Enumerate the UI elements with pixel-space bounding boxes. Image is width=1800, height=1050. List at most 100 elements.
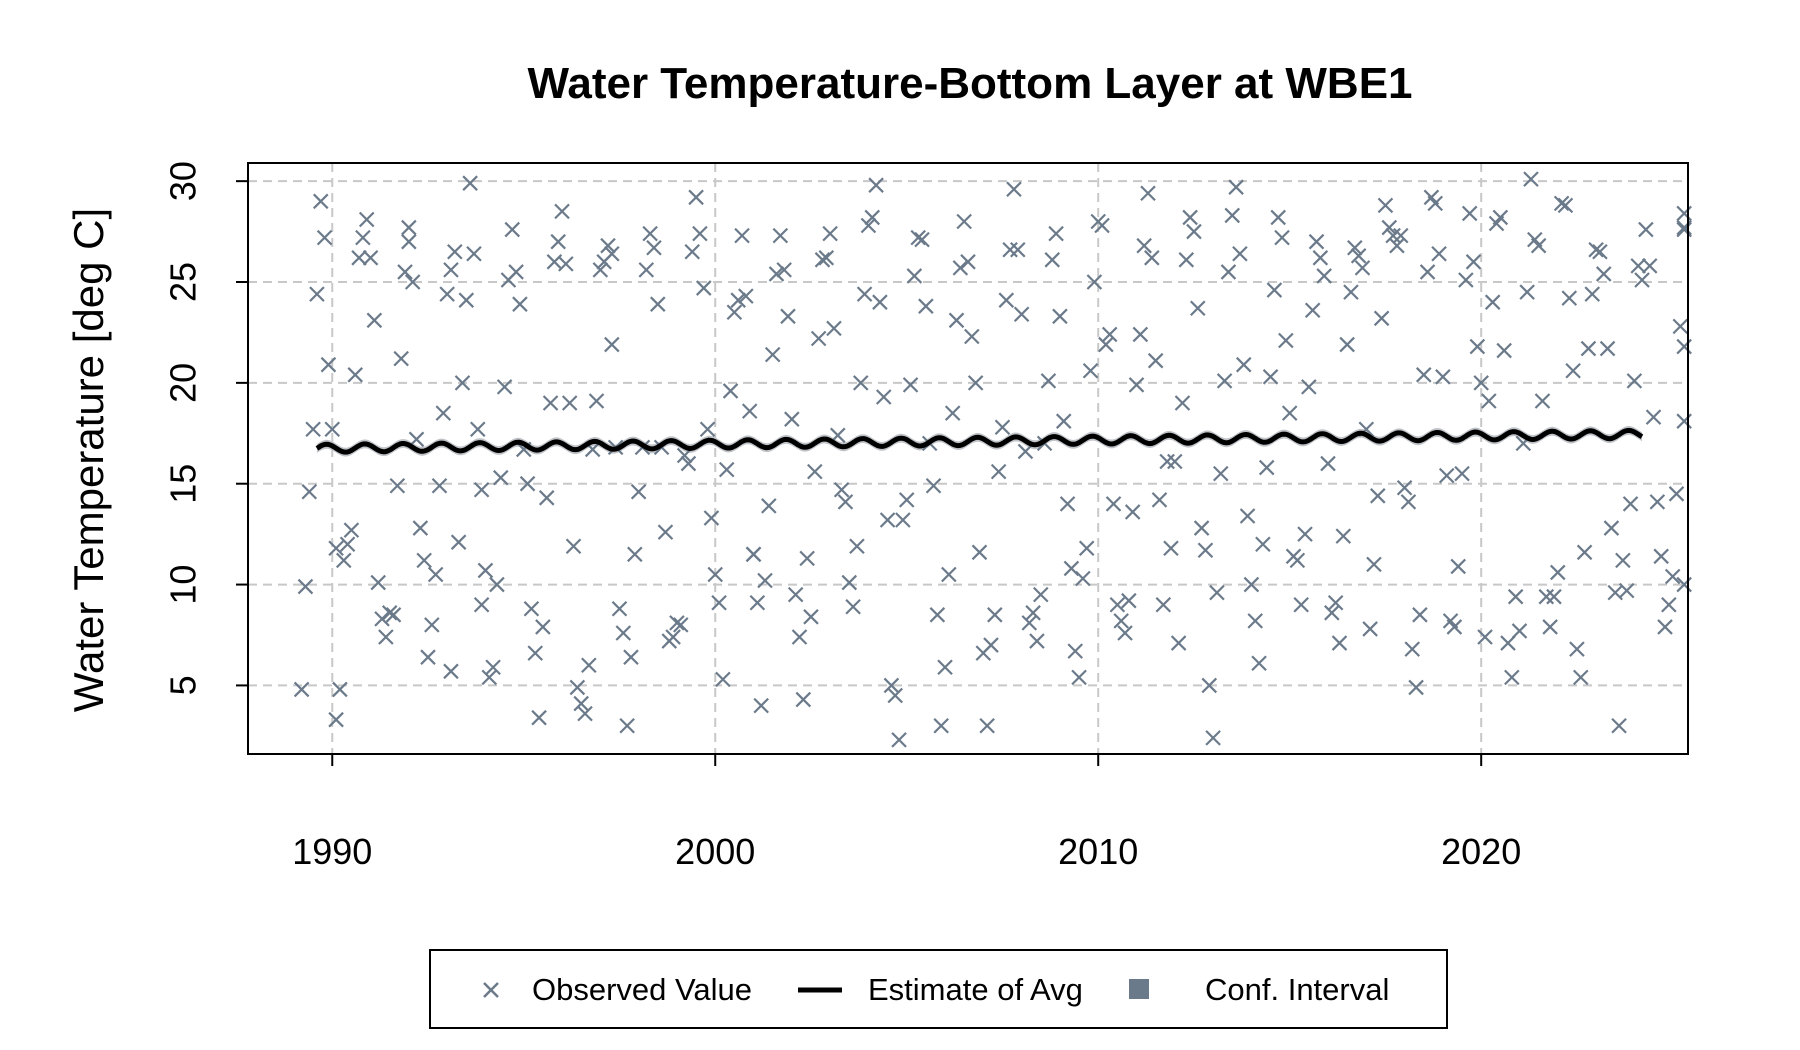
observed-point (523, 600, 540, 617)
observed-point-stroke (431, 477, 448, 494)
observed-point-stroke (328, 540, 344, 557)
observed-point-stroke (1427, 195, 1444, 212)
observed-point (297, 578, 314, 595)
observed-point-stroke (856, 286, 873, 302)
observed-point (1672, 318, 1689, 335)
observed-point-stroke (485, 659, 501, 676)
observed-point-stroke (1105, 496, 1122, 512)
observed-point-stroke (994, 419, 1011, 436)
observed-point (619, 717, 635, 734)
observed-point (1458, 272, 1474, 288)
observed-point (1561, 290, 1578, 306)
observed-point (604, 245, 620, 262)
observed-point (362, 250, 379, 266)
observed-point-stroke (1301, 379, 1317, 395)
observed-point (1094, 217, 1110, 234)
observed-point (335, 552, 352, 569)
observed-point-stroke (470, 421, 486, 438)
x-tick-label: 2020 (1441, 831, 1521, 872)
observed-point (1588, 241, 1604, 258)
observed-point (351, 250, 367, 266)
observed-point (929, 607, 946, 623)
observed-point-stroke (684, 243, 701, 260)
observed-point-stroke (1117, 625, 1133, 641)
observed-point-stroke (312, 193, 329, 210)
observed-point-stroke (1197, 542, 1214, 559)
observed-point (883, 677, 900, 694)
observed-point-stroke (1622, 496, 1639, 512)
observed-point (944, 405, 961, 421)
observed-point-stroke (1584, 286, 1601, 302)
observed-point (998, 292, 1015, 308)
observed-point-stroke (983, 637, 999, 653)
observed-point (849, 538, 865, 555)
observed-point (312, 193, 329, 210)
observed-point (1239, 508, 1256, 524)
observed-point-stroke (837, 494, 854, 510)
observed-point (577, 705, 593, 722)
observed-point-stroke (1527, 231, 1543, 248)
observed-point-stroke (1262, 369, 1279, 385)
observed-point (1339, 336, 1355, 353)
observed-point-stroke (875, 389, 892, 405)
observed-point (1484, 294, 1501, 310)
observed-point-stroke (1247, 613, 1264, 629)
observed-point (703, 510, 720, 526)
observed-point-stroke (1377, 197, 1394, 214)
observed-point-stroke (1270, 209, 1286, 226)
observed-point (320, 356, 337, 373)
observed-point-stroke (672, 617, 689, 633)
observed-point (902, 377, 919, 393)
observed-point (588, 393, 605, 409)
observed-point (964, 328, 980, 345)
observed-point-stroke (1228, 179, 1244, 195)
observed-point (1676, 219, 1692, 236)
x-tick-label: 1990 (292, 831, 372, 872)
observed-point-stroke (1063, 560, 1080, 577)
observed-point (695, 280, 712, 296)
observed-point-stroke (492, 469, 509, 486)
observed-point (328, 711, 344, 728)
observed-point-stroke (1672, 318, 1689, 335)
observed-point (328, 540, 344, 557)
observed-point (443, 262, 459, 278)
observed-point (1331, 635, 1348, 651)
observed-point (979, 717, 995, 734)
observed-point (787, 586, 804, 603)
observed-point (1017, 443, 1034, 460)
observed-point (910, 229, 926, 246)
legend: Observed Value Estimate of Avg Conf. Int… (429, 949, 1448, 1029)
observed-point-stroke (692, 225, 708, 242)
observed-point (1622, 496, 1639, 512)
observed-point (1465, 254, 1482, 270)
observed-point-stroke (420, 649, 436, 665)
observed-point-stroke (1595, 266, 1612, 282)
observed-point (707, 566, 724, 583)
observed-point (343, 522, 360, 538)
observed-point (627, 546, 643, 563)
observed-point-stroke (1297, 526, 1313, 542)
observed-point-stroke (481, 669, 498, 686)
observed-point (309, 286, 325, 302)
observed-point (1473, 375, 1489, 391)
observed-point-stroke (772, 227, 789, 244)
observed-point (1209, 584, 1225, 601)
observed-point (1270, 209, 1286, 226)
observed-point-stroke (1109, 596, 1126, 613)
observed-point-stroke (1017, 443, 1034, 460)
observed-point-stroke (1580, 340, 1597, 357)
observed-point (1347, 239, 1363, 256)
observed-point-stroke (883, 677, 900, 694)
observed-point (611, 600, 628, 617)
observed-point-stroke (1385, 227, 1401, 244)
observed-point-stroke (1603, 520, 1620, 536)
observed-point (1542, 619, 1558, 635)
observed-point-stroke (1565, 362, 1581, 379)
y-tick-label: 20 (163, 363, 204, 403)
observed-point-stroke (1186, 223, 1202, 240)
observed-point (1105, 496, 1122, 512)
observed-point-stroke (542, 395, 559, 411)
observed-point (573, 695, 589, 712)
observed-point-stroke (435, 405, 452, 421)
observed-point (791, 629, 808, 645)
